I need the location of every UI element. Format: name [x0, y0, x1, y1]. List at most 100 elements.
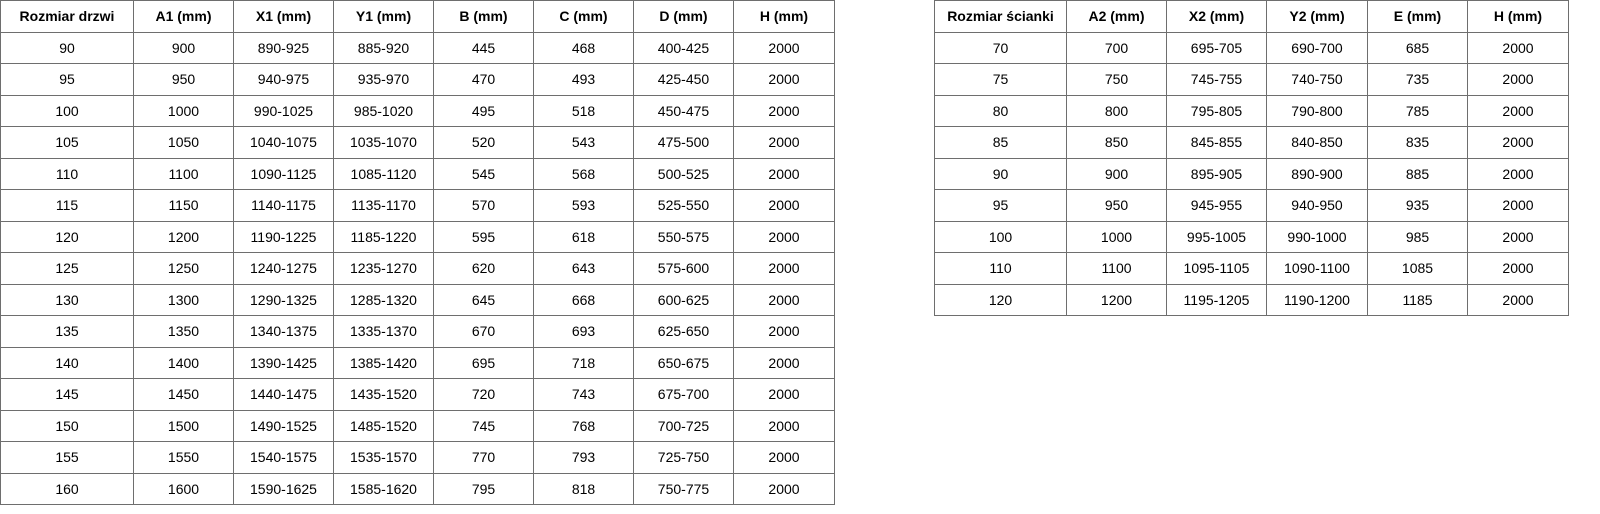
- table-cell: 1590-1625: [233, 472, 334, 505]
- table-cell: 2000: [1467, 31, 1569, 64]
- table-cell: 2000: [733, 315, 835, 348]
- table-row: 110 1100 1095-1105 1090-1100 1085 2000: [934, 252, 1569, 285]
- table-row: 75 750 745-755 740-750 735 2000: [934, 63, 1569, 96]
- table-cell: 900: [1066, 157, 1167, 190]
- table-cell: 425-450: [633, 63, 734, 96]
- table-row: 150 1500 1490-1525 1485-1520 745 768 700-725 20…: [0, 409, 835, 442]
- table-cell: 718: [533, 346, 634, 379]
- table-cell: 2000: [1467, 126, 1569, 159]
- table-cell: 120: [0, 220, 134, 253]
- table-row: 130 1300 1290-1325 1285-1320 645 668 600-625 20…: [0, 283, 835, 316]
- column-header: Y2 (mm): [1266, 0, 1368, 33]
- table-cell: 1550: [133, 441, 234, 474]
- table-cell: 135: [0, 315, 134, 348]
- table-cell: 2000: [733, 63, 835, 96]
- table-row: 120 1200 1195-1205 1190-1200 1185 2000: [934, 283, 1569, 316]
- table-cell: 568: [533, 157, 634, 190]
- table-cell: 750: [1066, 63, 1167, 96]
- table-row: 140 1400 1390-1425 1385-1420 695 718 650-675 20…: [0, 346, 835, 379]
- table-cell: 740-750: [1266, 63, 1368, 96]
- table-cell: 2000: [733, 409, 835, 442]
- table-cell: 2000: [733, 94, 835, 127]
- table-cell: 470: [433, 63, 534, 96]
- table-cell: 570: [433, 189, 534, 222]
- table-cell: 645: [433, 283, 534, 316]
- table-cell: 1185: [1367, 283, 1468, 316]
- table-cell: 1200: [1066, 283, 1167, 316]
- table-cell: 1290-1325: [233, 283, 334, 316]
- table-row: 100 1000 990-1025 985-1020 495 518 450-475 2000: [0, 94, 835, 127]
- table-cell: 2000: [1467, 189, 1569, 222]
- column-header: Rozmiar drzwi: [0, 0, 134, 33]
- table-cell: 1500: [133, 409, 234, 442]
- table-cell: 1085-1120: [333, 157, 434, 190]
- table-cell: 90: [934, 157, 1067, 190]
- table-cell: 818: [533, 472, 634, 505]
- table-row: 115 1150 1140-1175 1135-1170 570 593 525-550 20…: [0, 189, 835, 222]
- table-cell: 520: [433, 126, 534, 159]
- table-cell: 793: [533, 441, 634, 474]
- table-cell: 445: [433, 31, 534, 64]
- table-cell: 1490-1525: [233, 409, 334, 442]
- table-cell: 990-1000: [1266, 220, 1368, 253]
- table-row: 90 900 895-905 890-900 885 2000: [934, 157, 1569, 190]
- table-row: 85 850 845-855 840-850 835 2000: [934, 126, 1569, 159]
- table-row: 90 900 890-925 885-920 445 468 400-425 2000: [0, 31, 835, 64]
- table-cell: 75: [934, 63, 1067, 96]
- table-cell: 850: [1066, 126, 1167, 159]
- table-row: 70 700 695-705 690-700 685 2000: [934, 31, 1569, 64]
- table-cell: 2000: [733, 252, 835, 285]
- table-cell: 985: [1367, 220, 1468, 253]
- table-cell: 695: [433, 346, 534, 379]
- table-cell: 1090-1125: [233, 157, 334, 190]
- table-cell: 95: [934, 189, 1067, 222]
- table-cell: 770: [433, 441, 534, 474]
- table-cell: 2000: [733, 283, 835, 316]
- table-cell: 1240-1275: [233, 252, 334, 285]
- table-cell: 140: [0, 346, 134, 379]
- table-cell: 2000: [733, 378, 835, 411]
- table-cell: 130: [0, 283, 134, 316]
- table-cell: 85: [934, 126, 1067, 159]
- table-cell: 935: [1367, 189, 1468, 222]
- table-cell: 650-675: [633, 346, 734, 379]
- table-cell: 2000: [733, 220, 835, 253]
- doors-dimensions-table: Rozmiar drzwi A1 (mm) X1 (mm) Y1 (mm) B (mm)…: [0, 0, 835, 505]
- table-cell: 720: [433, 378, 534, 411]
- table-cell: 945-955: [1166, 189, 1267, 222]
- table-cell: 2000: [1467, 157, 1569, 190]
- table-cell: 100: [934, 220, 1067, 253]
- table-cell: 2000: [733, 441, 835, 474]
- table-row: 80 800 795-805 790-800 785 2000: [934, 94, 1569, 127]
- table-cell: 110: [0, 157, 134, 190]
- table-cell: 935-970: [333, 63, 434, 96]
- table-cell: 1340-1375: [233, 315, 334, 348]
- table-cell: 2000: [733, 189, 835, 222]
- table-cell: 940-950: [1266, 189, 1368, 222]
- table-cell: 1095-1105: [1166, 252, 1267, 285]
- table-cell: 2000: [1467, 252, 1569, 285]
- table-cell: 618: [533, 220, 634, 253]
- table-cell: 1600: [133, 472, 234, 505]
- table-cell: 1085: [1367, 252, 1468, 285]
- table-cell: 1185-1220: [333, 220, 434, 253]
- table-cell: 1150: [133, 189, 234, 222]
- table-cell: 940-975: [233, 63, 334, 96]
- table-cell: 625-650: [633, 315, 734, 348]
- column-header: C (mm): [533, 0, 634, 33]
- table-cell: 950: [133, 63, 234, 96]
- table-cell: 110: [934, 252, 1067, 285]
- table-cell: 1100: [133, 157, 234, 190]
- table-cell: 1385-1420: [333, 346, 434, 379]
- table-cell: 2000: [733, 31, 835, 64]
- column-header: D (mm): [633, 0, 734, 33]
- table-cell: 800: [1066, 94, 1167, 127]
- table-cell: 2000: [733, 126, 835, 159]
- table-row: 105 1050 1040-1075 1035-1070 520 543 475-500 20…: [0, 126, 835, 159]
- table-cell: 675-700: [633, 378, 734, 411]
- table-cell: 1090-1100: [1266, 252, 1368, 285]
- column-header: A1 (mm): [133, 0, 234, 33]
- column-header: Rozmiar ścianki: [934, 0, 1067, 33]
- table-cell: 2000: [733, 346, 835, 379]
- table-cell: 743: [533, 378, 634, 411]
